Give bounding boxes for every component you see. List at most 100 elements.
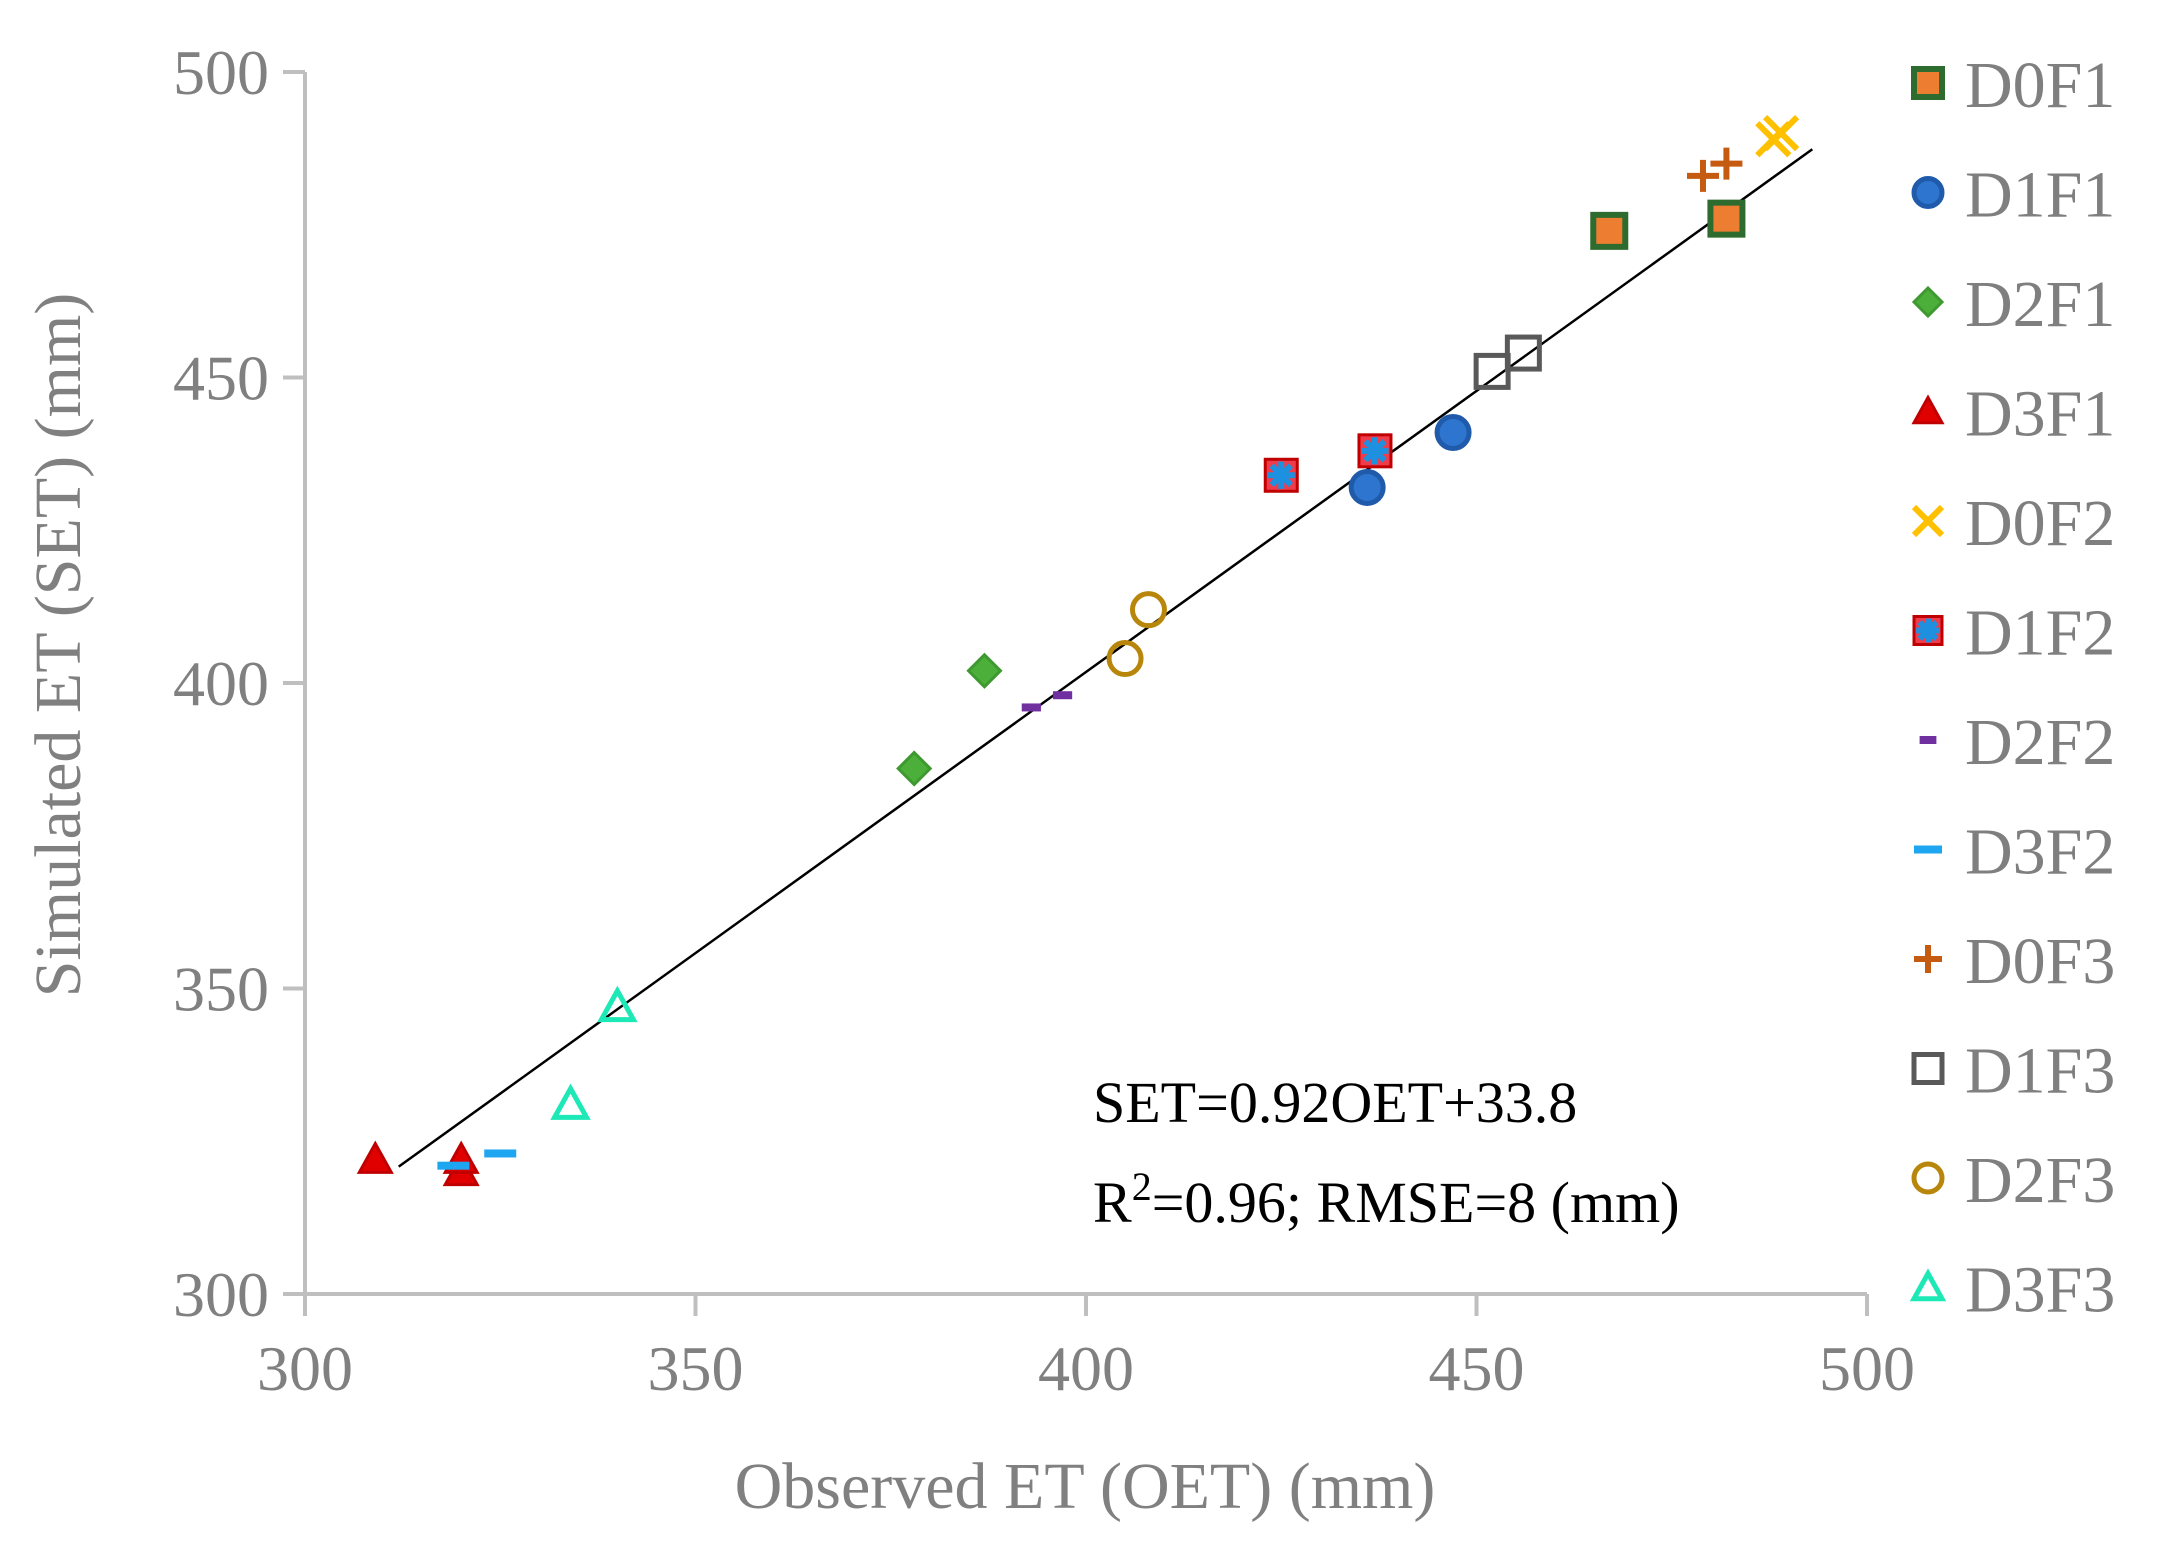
data-point [1762,114,1800,152]
legend-item-d0f1: D0F1 [1911,49,2115,122]
legend-label: D1F2 [1965,597,2115,670]
series-d2f1 [896,652,1003,787]
data-point [1348,468,1386,506]
data-point [1021,703,1041,712]
data-points [356,114,1800,1187]
trendline-layer [397,148,1814,1168]
series-d0f3 [1686,147,1743,192]
marker-shape [1911,394,1945,425]
marker-shape [1269,463,1293,487]
x-tick-label: 500 [1819,1333,1915,1404]
legend-item-d1f2: D1F2 [1912,597,2115,670]
data-point [1129,591,1167,629]
legend-item-d0f3: D0F3 [1914,925,2115,998]
data-point [484,1149,517,1158]
marker-shape [1052,691,1073,700]
legend-label: D2F2 [1965,706,2115,779]
data-point [966,652,1003,689]
marker-shape [1106,640,1144,678]
y-tick-label: 500 [173,37,269,108]
series-d0f2 [1755,114,1800,158]
data-point [1504,334,1542,372]
marker-shape [1590,211,1629,250]
marker-shape [1348,468,1386,506]
legend-marker [1911,394,1945,425]
data-point [1590,211,1629,250]
legend-marker [1911,176,1945,209]
marker-shape [896,750,933,787]
legend-marker [1911,1161,1945,1195]
legend-label: D2F1 [1965,268,2115,341]
marker-shape [597,985,638,1023]
data-point [437,1161,470,1170]
data-point [1263,457,1299,493]
series-d2f3 [1106,591,1167,678]
legend-item-d3f2: D3F2 [1914,816,2115,889]
legend: D0F1 D1F1 D2F1 D3F1 D0F2 D1F2 D2F2 D3F2 D0F3 D1F3… [1909,49,2115,1327]
legend-marker [1914,845,1942,854]
x-axis-title: Observed ET (OET) (mm) [735,1450,1436,1523]
marker-shape [1911,1161,1945,1195]
data-point [1357,433,1393,469]
marker-shape [1911,1052,1945,1085]
legend-label: D1F1 [1965,159,2115,232]
data-point [356,1140,394,1174]
y-tick-label: 400 [173,648,269,719]
data-point [1052,691,1073,700]
marker-shape [1129,591,1167,629]
marker-shape [356,1140,394,1174]
data-point [1106,640,1144,678]
legend-label: D3F1 [1965,378,2115,451]
stats-values: =0.96; RMSE=8 (mm) [1152,1170,1680,1235]
marker-shape [1917,619,1939,642]
legend-item-d1f3: D1F3 [1911,1035,2115,1108]
marker-shape [1762,114,1800,152]
marker-shape [1919,736,1937,744]
marker-shape [1707,199,1746,238]
y-tick-label: 450 [173,343,269,414]
marker-shape [484,1149,517,1158]
legend-marker [1919,736,1937,744]
legend-label: D0F2 [1965,487,2115,560]
marker-shape [1911,285,1945,319]
marker-shape [1504,334,1542,372]
legend-label: D1F3 [1965,1035,2115,1108]
series-d2f2 [1021,691,1073,712]
x-tick-label: 300 [257,1333,353,1404]
marker-shape [1911,176,1945,209]
data-point [550,1083,591,1120]
trendline [397,148,1814,1168]
y-tick-label: 300 [173,1259,269,1330]
marker-shape [437,1161,470,1170]
data-point [896,750,933,787]
legend-item-d0f2: D0F2 [1911,487,2115,560]
marker-shape [1911,504,1945,538]
marker-shape [1021,703,1041,712]
legend-item-d1f1: D1F1 [1911,159,2115,232]
axes: 300 350 400 450 500 300 350 400 450 500 [173,37,1915,1404]
x-tick-label: 450 [1429,1333,1525,1404]
legend-marker [1911,504,1945,538]
marker-shape [1434,413,1472,451]
x-tick-label: 400 [1038,1333,1134,1404]
legend-marker [1909,1268,1947,1302]
legend-marker [1911,1052,1945,1085]
series-d3f2 [437,1149,517,1170]
y-tick-label: 350 [173,954,269,1025]
legend-item-d3f1: D3F1 [1911,378,2115,451]
data-point [1434,413,1472,451]
legend-marker [1914,945,1942,973]
legend-marker [1911,66,1945,100]
marker-shape [1363,439,1387,463]
series-d0f1 [1590,199,1746,250]
data-point [1686,159,1719,192]
legend-label: D3F2 [1965,816,2115,889]
series-d3f3 [550,985,638,1120]
marker-shape [1914,845,1942,854]
series-d1f3 [1473,334,1542,390]
y-axis-title: Simulated ET (SET) (mm) [22,293,95,998]
marker-shape [966,652,1003,689]
legend-marker [1911,285,1945,319]
